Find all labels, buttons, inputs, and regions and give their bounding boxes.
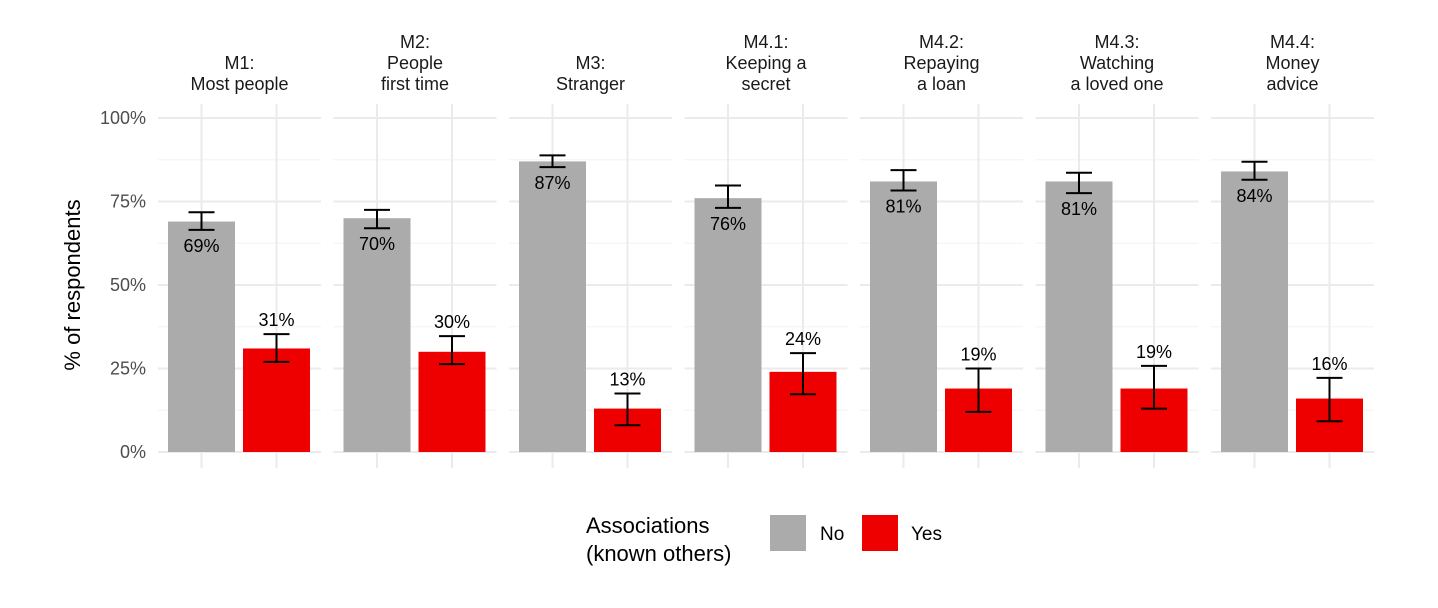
- error-bar: [1241, 160, 1268, 181]
- y-axis-title: % of respondents: [60, 199, 85, 370]
- bar-yes: [418, 351, 486, 452]
- facet-title-line: M4.4:: [1270, 32, 1315, 52]
- facet-title-line: advice: [1266, 74, 1318, 94]
- error-bar: [614, 392, 641, 427]
- bar-value-label: 31%: [258, 310, 294, 330]
- bar-value-label: 24%: [785, 329, 821, 349]
- facet-title-line: first time: [381, 74, 449, 94]
- facet-title-line: Stranger: [556, 74, 625, 94]
- facet-title-line: Watching: [1080, 53, 1154, 73]
- facet-title-line: Money: [1265, 53, 1319, 73]
- y-tick-label: 75%: [110, 192, 146, 212]
- error-bar: [1141, 364, 1167, 410]
- facet-title-line: M2:: [400, 32, 430, 52]
- legend: Associations (known others) No Yes: [586, 513, 942, 566]
- bar-no: [343, 218, 411, 452]
- bar-value-label: 19%: [1136, 342, 1172, 362]
- error-bar: [439, 335, 465, 366]
- error-bar: [1066, 171, 1092, 195]
- bar-no: [519, 161, 586, 453]
- facet-title-line: M1:: [224, 53, 254, 73]
- y-axis-ticks: 0% 25% 50% 75% 100%: [100, 108, 146, 462]
- facet-title-line: M4.2:: [919, 32, 964, 52]
- bar-no: [870, 181, 937, 452]
- facet-panel: M1:Most people 69% 31%: [168, 53, 310, 452]
- error-bar: [1316, 376, 1343, 423]
- bar-no: [1045, 181, 1113, 452]
- facet-title-line: Most people: [190, 74, 288, 94]
- bar-value-label: 70%: [359, 234, 395, 254]
- bar-value-label: 13%: [609, 370, 645, 390]
- y-tick-label: 0%: [120, 442, 146, 462]
- error-bar: [539, 154, 566, 169]
- bar-no: [694, 198, 762, 452]
- facet-panel: M3:Stranger 87% 13%: [519, 53, 661, 453]
- facet-title-line: a loan: [917, 74, 966, 94]
- legend-key-no: [770, 515, 806, 551]
- error-bar: [188, 211, 215, 231]
- bar-value-label: 81%: [885, 196, 921, 216]
- bar-value-label: 19%: [960, 345, 996, 365]
- y-tick-label: 25%: [110, 359, 146, 379]
- facet-title-line: M4.1:: [743, 32, 788, 52]
- bar-no: [1221, 171, 1288, 452]
- grid-layer: [158, 104, 1374, 468]
- bar-value-label: 69%: [183, 236, 219, 256]
- legend-key-yes: [862, 515, 898, 551]
- bar-value-label: 76%: [710, 214, 746, 234]
- facet-title-line: secret: [741, 74, 790, 94]
- facet-title-line: Keeping a: [725, 53, 807, 73]
- error-bar: [965, 367, 992, 413]
- y-tick-label: 100%: [100, 108, 146, 128]
- legend-label: Yes: [911, 524, 942, 545]
- error-bar: [263, 333, 290, 363]
- facet-title-line: People: [387, 53, 443, 73]
- error-bar: [364, 208, 390, 230]
- legend-title: (known others): [586, 541, 732, 566]
- facet-title-line: M4.3:: [1094, 32, 1139, 52]
- facet-title-line: a loved one: [1070, 74, 1163, 94]
- bar-yes: [243, 348, 310, 452]
- bar-value-label: 84%: [1236, 186, 1272, 206]
- facet-title-line: M3:: [575, 53, 605, 73]
- bar-no: [168, 221, 235, 452]
- legend-title: Associations: [586, 513, 710, 538]
- error-bar: [715, 184, 741, 209]
- legend-label: No: [820, 524, 844, 545]
- y-tick-label: 50%: [110, 275, 146, 295]
- error-bar: [890, 169, 917, 192]
- error-bar: [790, 352, 816, 396]
- bar-value-label: 87%: [534, 173, 570, 193]
- bar-value-label: 30%: [434, 312, 470, 332]
- facet-title-line: Repaying: [903, 53, 979, 73]
- bar-value-label: 16%: [1311, 354, 1347, 374]
- bar-value-label: 81%: [1061, 199, 1097, 219]
